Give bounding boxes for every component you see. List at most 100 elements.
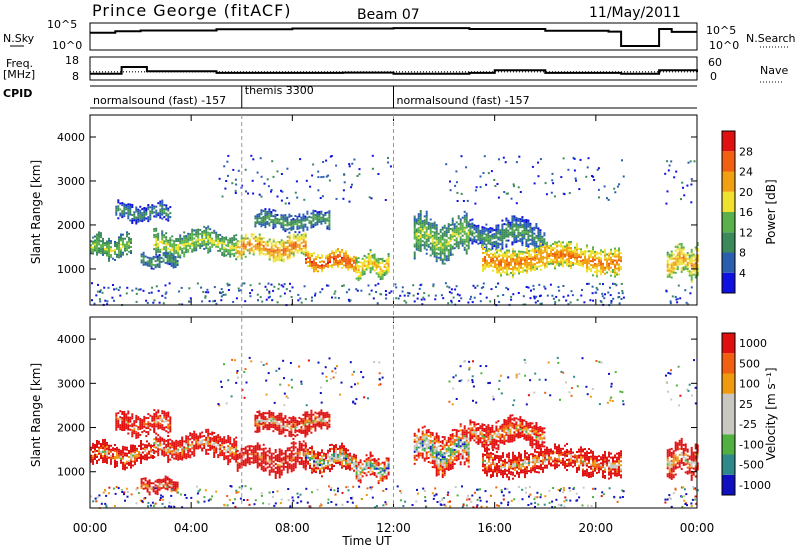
data-cell [554, 261, 556, 264]
data-cell [290, 223, 293, 225]
power-colorbar-tick-label: 4 [739, 267, 746, 280]
data-cell [680, 256, 683, 259]
data-cell [122, 445, 124, 448]
data-cell [678, 261, 681, 264]
data-cell [148, 483, 151, 486]
data-cell [292, 221, 295, 224]
data-cell [459, 230, 462, 233]
data-cell [189, 454, 192, 457]
data-cell [165, 242, 168, 245]
data-cell [666, 261, 669, 264]
data-cell [240, 237, 243, 240]
data-cell [473, 224, 476, 227]
data-cell [181, 456, 184, 459]
data-cell [421, 222, 424, 225]
data-cell [682, 266, 685, 269]
data-cell [250, 235, 253, 238]
data-cell [552, 182, 555, 185]
data-cell [491, 241, 494, 244]
data-cell [131, 206, 134, 208]
data-cell [510, 264, 512, 266]
data-cell [140, 261, 143, 264]
data-cell [163, 234, 166, 237]
data-cell [584, 258, 586, 260]
data-cell [489, 239, 492, 242]
data-cell [159, 448, 162, 451]
data-cell [294, 460, 297, 463]
data-cell [199, 243, 202, 245]
data-cell [586, 282, 589, 285]
power-colorbar-swatch [722, 151, 735, 172]
data-cell [419, 226, 422, 228]
data-cell [213, 432, 216, 434]
data-cell [191, 435, 194, 438]
data-cell [124, 247, 126, 250]
data-cell [526, 269, 528, 272]
data-cell [696, 244, 699, 247]
data-cell [254, 449, 257, 452]
data-cell [252, 245, 255, 248]
data-cell [501, 227, 504, 230]
data-cell [314, 210, 317, 213]
data-cell [408, 292, 411, 295]
data-cell [560, 251, 562, 254]
data-cell [132, 448, 134, 451]
data-cell [572, 262, 574, 264]
data-cell [159, 202, 162, 205]
data-cell [116, 245, 118, 248]
data-cell [189, 297, 192, 300]
data-cell [130, 444, 132, 447]
data-cell [276, 258, 279, 261]
data-cell [309, 185, 312, 188]
data-cell [435, 260, 438, 263]
data-cell [377, 261, 380, 264]
data-cell [552, 263, 554, 265]
data-cell [236, 465, 239, 468]
data-cell [560, 263, 562, 266]
data-cell [554, 259, 556, 262]
data-cell [541, 243, 544, 246]
data-cell [684, 289, 687, 292]
data-cell [302, 464, 305, 467]
data-cell [106, 248, 108, 251]
data-cell [596, 257, 598, 260]
data-cell [304, 248, 307, 251]
data-cell [235, 460, 238, 463]
data-cell [154, 266, 157, 269]
data-cell [135, 432, 138, 435]
data-cell [262, 453, 265, 456]
data-cell [506, 267, 508, 270]
data-cell [616, 261, 618, 264]
data-cell [475, 241, 478, 244]
data-cell [124, 464, 126, 467]
data-cell [525, 241, 528, 243]
data-cell [278, 474, 281, 477]
data-cell [312, 163, 315, 166]
data-cell [133, 219, 136, 222]
data-cell [427, 227, 430, 230]
data-cell [492, 257, 494, 260]
data-cell [296, 460, 299, 463]
data-cell [683, 194, 686, 197]
freq-unit: [MHz] [3, 68, 35, 81]
data-cell [135, 210, 138, 213]
data-cell [94, 446, 96, 448]
data-cell [145, 217, 148, 220]
data-cell [154, 484, 157, 487]
data-cell [238, 456, 241, 459]
data-cell [486, 263, 488, 266]
data-cell [147, 423, 150, 426]
data-cell [175, 457, 178, 460]
data-cell [575, 179, 577, 182]
data-cell [568, 253, 570, 256]
data-cell [167, 213, 170, 216]
data-cell [155, 440, 158, 443]
data-cell [437, 242, 440, 245]
data-cell [119, 214, 122, 217]
data-cell [519, 238, 522, 241]
data-cell [221, 291, 224, 293]
data-cell [485, 183, 488, 186]
data-cell [278, 253, 281, 256]
data-cell [670, 266, 673, 269]
data-cell [162, 486, 165, 489]
